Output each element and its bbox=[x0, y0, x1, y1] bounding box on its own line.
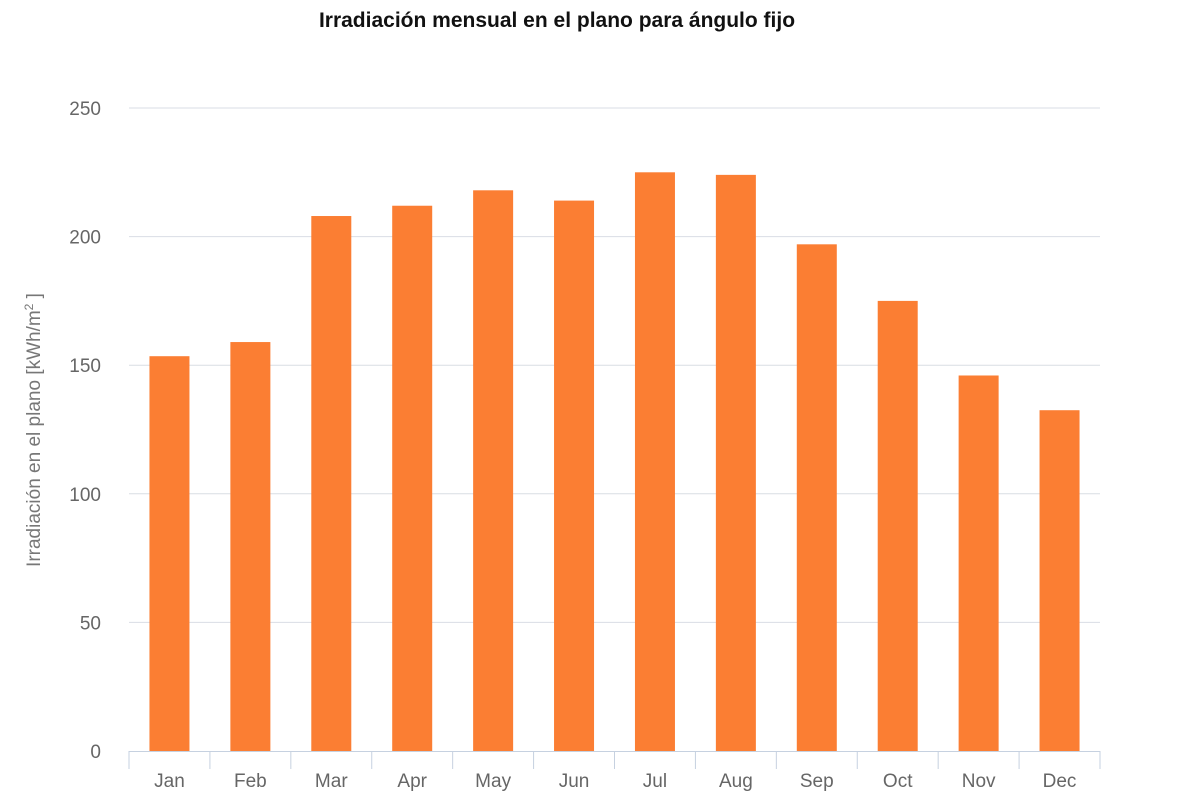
gridlines bbox=[129, 107, 1100, 623]
bar-jul bbox=[634, 172, 675, 752]
chart-title: Irradiación mensual en el plano para áng… bbox=[319, 9, 795, 32]
y-tick-label: 150 bbox=[69, 356, 101, 377]
x-tick-label: Oct bbox=[883, 771, 913, 792]
x-tick-label: Aug bbox=[719, 771, 753, 792]
x-tick-label: May bbox=[475, 771, 511, 792]
x-axis-ticks: Jan Feb Mar Apr May Jun Jul Aug Sep Oct Nov Dec bbox=[154, 771, 1076, 792]
bar-nov bbox=[958, 375, 999, 751]
x-tick-label: Jun bbox=[559, 771, 590, 792]
x-tick-label: Sep bbox=[800, 771, 834, 792]
y-tick-label: 100 bbox=[69, 485, 101, 506]
bar-apr bbox=[392, 205, 433, 752]
bar-jun bbox=[554, 200, 595, 752]
bar-jan bbox=[149, 356, 190, 751]
y-tick-label: 200 bbox=[69, 228, 101, 249]
bar-oct bbox=[877, 300, 918, 751]
y-axis-title: Irradiación en el plano [kWh/m2 ] bbox=[22, 293, 45, 567]
y-tick-label: 0 bbox=[90, 742, 101, 763]
y-axis-title-superscript: 2 bbox=[22, 303, 36, 310]
bar-aug bbox=[715, 174, 756, 751]
bar-feb bbox=[230, 342, 271, 751]
y-axis-title-text: Irradiación en el plano [kWh/m bbox=[24, 310, 45, 567]
y-tick-label: 50 bbox=[80, 613, 101, 634]
x-tick-label: Jul bbox=[643, 771, 667, 792]
x-tick-label: Apr bbox=[397, 771, 427, 792]
bar-sep bbox=[796, 244, 837, 752]
x-tick-label: Dec bbox=[1043, 771, 1077, 792]
x-tick-label: Mar bbox=[315, 771, 348, 792]
x-tick-label: Nov bbox=[962, 771, 996, 792]
bar-mar bbox=[311, 216, 352, 752]
bar-dec bbox=[1039, 410, 1080, 751]
y-tick-label: 250 bbox=[69, 99, 101, 120]
y-axis-title-close: ] bbox=[24, 293, 45, 304]
bar-may bbox=[473, 190, 514, 751]
y-axis-ticks: 0 50 100 150 200 250 bbox=[69, 99, 101, 763]
bars bbox=[149, 172, 1080, 752]
x-tick-label: Feb bbox=[234, 771, 267, 792]
x-axis bbox=[128, 751, 1101, 769]
x-tick-label: Jan bbox=[154, 771, 185, 792]
